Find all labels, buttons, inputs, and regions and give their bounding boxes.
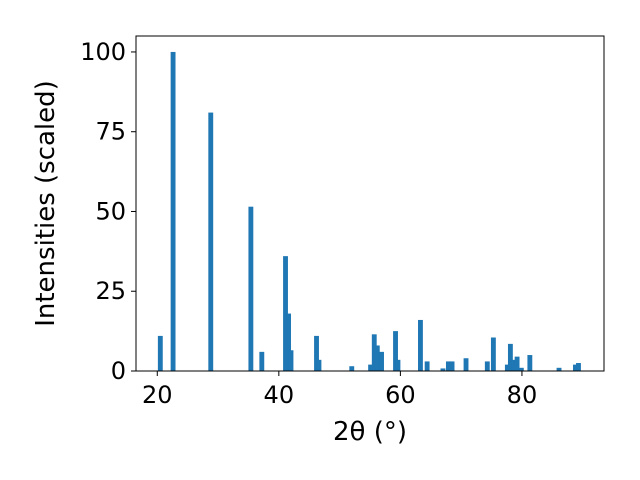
bar — [157, 335, 163, 371]
bar — [349, 366, 355, 371]
bar — [208, 112, 214, 372]
bar — [576, 363, 581, 371]
x-tick-label: 60 — [385, 381, 416, 409]
bar — [314, 335, 319, 371]
bar — [374, 345, 380, 371]
bar — [371, 334, 377, 371]
y-tick-label: 50 — [95, 197, 126, 225]
bar — [170, 51, 176, 371]
bar — [393, 331, 398, 371]
x-tick-label: 80 — [507, 381, 538, 409]
bar — [507, 343, 513, 371]
bar — [395, 359, 401, 371]
bar — [424, 361, 430, 371]
bar — [449, 361, 455, 371]
bar — [490, 337, 496, 371]
y-tick-label: 75 — [95, 118, 126, 146]
bar — [418, 319, 423, 371]
bar — [440, 368, 446, 371]
plot-frame — [135, 35, 605, 372]
bar — [316, 359, 322, 371]
y-tick-label: 0 — [111, 357, 126, 385]
y-tick-label: 25 — [95, 277, 126, 305]
y-axis-label: Intensities (scaled) — [31, 80, 61, 327]
bar — [259, 351, 265, 371]
bar — [518, 367, 524, 371]
x-axis-ticks: 20 40 60 80 — [142, 371, 537, 409]
bar — [573, 364, 578, 371]
bar — [514, 356, 520, 371]
bar — [248, 206, 254, 371]
bars-group — [157, 51, 581, 372]
bar — [368, 364, 374, 371]
bar — [379, 351, 384, 371]
bar — [504, 364, 510, 371]
bar — [511, 359, 516, 371]
bar — [286, 313, 291, 371]
x-tick-label: 20 — [142, 381, 173, 409]
bar — [463, 358, 469, 371]
bar — [527, 355, 533, 371]
y-axis-ticks: 0 25 50 75 100 — [80, 38, 136, 385]
y-tick-label: 100 — [80, 38, 126, 66]
bar — [484, 361, 490, 371]
x-axis-label: 2θ (°) — [333, 417, 407, 447]
bar — [288, 350, 294, 371]
x-tick-label: 40 — [264, 381, 295, 409]
bar — [283, 256, 288, 371]
bar — [445, 361, 451, 371]
bar — [556, 367, 562, 371]
